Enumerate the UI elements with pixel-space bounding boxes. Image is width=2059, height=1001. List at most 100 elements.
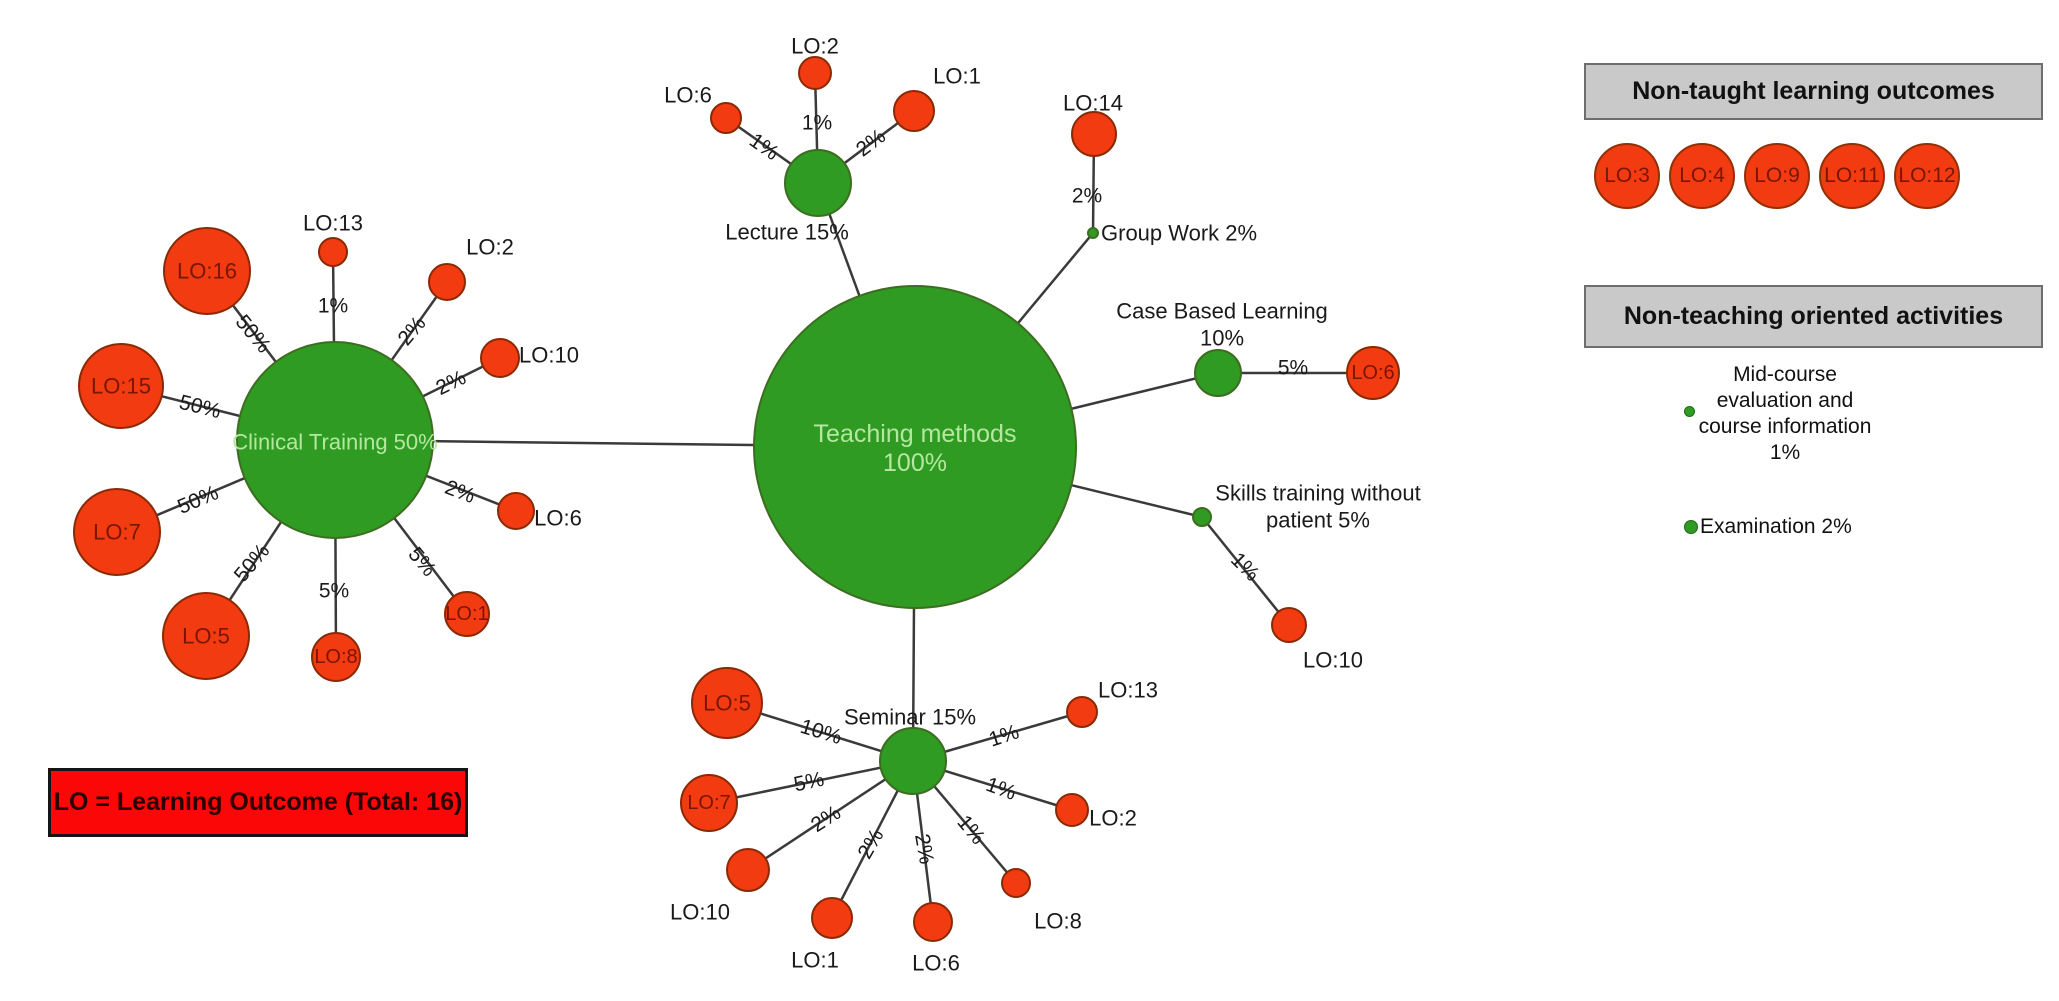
node-skills-training-lo10 xyxy=(1271,607,1307,643)
examination-dot-icon xyxy=(1684,520,1698,534)
node-teaching-methods xyxy=(753,285,1077,609)
label-clinical-training-lo15: LO:15 xyxy=(91,374,151,399)
pct-clinical-training-lo6: 2% xyxy=(442,476,479,508)
label-lecture-lo1: LO:1 xyxy=(933,64,981,89)
pct-group-work-lo14: 2% xyxy=(1072,185,1102,208)
non-taught-outcomes-row: LO:3 LO:4 LO:9 LO:11 LO:12 xyxy=(1594,143,1960,209)
label-clinical-training-lo10: LO:10 xyxy=(519,343,579,368)
label-group-work: Group Work 2% xyxy=(1101,221,1257,246)
node-clinical-training-lo16 xyxy=(163,227,251,315)
label-case-based-learning-lo6: LO:6 xyxy=(1351,362,1394,384)
node-clinical-training-lo7 xyxy=(73,488,161,576)
midcourse-line-2: evaluation and xyxy=(1716,389,1854,412)
label-seminar: Seminar 15% xyxy=(844,705,976,730)
pct-seminar-lo5: 10% xyxy=(798,715,845,749)
label-lecture-lo2: LO:2 xyxy=(791,34,839,59)
node-lecture xyxy=(784,149,852,217)
pct-seminar-lo2: 1% xyxy=(983,773,1019,805)
label-lecture: Lecture 15% xyxy=(725,220,849,245)
node-clinical-training xyxy=(236,341,434,539)
pct-case-based-learning-lo6: 5% xyxy=(1278,357,1308,380)
node-skills-training xyxy=(1192,507,1212,527)
label-clinical-training-lo6: LO:6 xyxy=(534,506,582,531)
label-group-work-lo14: LO:14 xyxy=(1063,91,1123,116)
label-skills-training-line1: Skills training without xyxy=(1215,481,1420,506)
node-seminar xyxy=(879,727,947,795)
pct-seminar-lo10: 2% xyxy=(807,801,845,837)
pct-seminar-lo1: 2% xyxy=(853,825,888,863)
pct-clinical-training-lo15: 50% xyxy=(177,391,223,423)
node-clinical-training-lo15 xyxy=(78,343,164,429)
node-group-work-lo14 xyxy=(1071,111,1117,157)
pct-clinical-training-lo1: 5% xyxy=(403,543,440,581)
midcourse-activity: Mid-course evaluation and course informa… xyxy=(1670,362,1900,466)
node-seminar-lo8 xyxy=(1001,868,1031,898)
midcourse-line-3: course information xyxy=(1698,415,1872,438)
label-teaching-methods-pct: 100% xyxy=(883,449,947,477)
examination-activity: Examination 2% xyxy=(1684,514,1852,540)
node-seminar-lo1 xyxy=(811,897,853,939)
pct-clinical-training-lo10: 2% xyxy=(432,366,469,400)
node-clinical-training-lo6 xyxy=(497,492,535,530)
node-seminar-lo5 xyxy=(691,667,763,739)
pct-clinical-training-lo8: 5% xyxy=(319,580,349,603)
pct-clinical-training-lo5: 50% xyxy=(230,540,275,587)
node-seminar-lo7 xyxy=(680,774,738,832)
label-clinical-training-lo7: LO:7 xyxy=(93,520,141,545)
node-case-based-learning xyxy=(1194,349,1242,397)
non-taught-outcome-lo11: LO:11 xyxy=(1819,143,1885,209)
label-seminar-lo5: LO:5 xyxy=(703,691,751,716)
label-clinical-training-lo5: LO:5 xyxy=(182,624,230,649)
label-seminar-lo10: LO:10 xyxy=(670,900,730,925)
label-skills-training-line2: patient 5% xyxy=(1266,508,1370,533)
node-clinical-training-lo1 xyxy=(444,591,490,637)
label-clinical-training-lo8: LO:8 xyxy=(314,646,357,668)
non-taught-outcome-lo9: LO:9 xyxy=(1744,143,1810,209)
label-seminar-lo6: LO:6 xyxy=(912,951,960,976)
midcourse-pct: 1% xyxy=(1769,441,1801,464)
pct-seminar-lo6: 2% xyxy=(910,832,938,866)
node-lecture-lo1 xyxy=(893,90,935,132)
link-skills-training-lo10 xyxy=(1201,516,1290,626)
node-group-work xyxy=(1087,227,1099,239)
pct-clinical-training-lo2: 2% xyxy=(393,312,430,350)
label-seminar-lo7: LO:7 xyxy=(687,792,730,814)
non-taught-outcome-lo3: LO:3 xyxy=(1594,143,1660,209)
label-clinical-training-lo13: LO:13 xyxy=(303,211,363,236)
label-seminar-lo8: LO:8 xyxy=(1034,909,1082,934)
node-case-based-learning-lo6 xyxy=(1346,346,1400,400)
node-lecture-lo6 xyxy=(710,102,742,134)
non-taught-outcome-lo4: LO:4 xyxy=(1669,143,1735,209)
label-seminar-lo13: LO:13 xyxy=(1098,678,1158,703)
examination-label: Examination 2% xyxy=(1700,515,1852,538)
label-case-based-learning-line2: 10% xyxy=(1200,326,1244,351)
pct-seminar-lo13: 1% xyxy=(986,720,1022,751)
node-seminar-lo10 xyxy=(726,848,770,892)
link-seminar-lo7 xyxy=(708,759,914,805)
pct-lecture-lo2: 1% xyxy=(802,112,832,135)
label-clinical-training-lo16: LO:16 xyxy=(177,259,237,284)
node-clinical-training-lo13 xyxy=(318,237,348,267)
pct-lecture-lo1: 2% xyxy=(852,125,890,162)
midcourse-line-1: Mid-course xyxy=(1733,363,1837,386)
pct-clinical-training-lo13: 1% xyxy=(318,295,348,318)
node-seminar-lo6 xyxy=(913,902,953,942)
node-seminar-lo13 xyxy=(1066,696,1098,728)
non-taught-outcome-lo12: LO:12 xyxy=(1894,143,1960,209)
label-lecture-lo6: LO:6 xyxy=(664,83,712,108)
label-seminar-lo2: LO:2 xyxy=(1089,806,1137,831)
pct-seminar-lo7: 5% xyxy=(792,768,826,797)
node-clinical-training-lo5 xyxy=(162,592,250,680)
label-skills-training-lo10: LO:10 xyxy=(1303,648,1363,673)
pct-clinical-training-lo7: 50% xyxy=(174,481,222,519)
label-case-based-learning-line1: Case Based Learning xyxy=(1116,299,1328,324)
label-seminar-lo1: LO:1 xyxy=(791,948,839,973)
label-clinical-training-lo1: LO:1 xyxy=(445,603,488,625)
node-clinical-training-lo8 xyxy=(311,632,361,682)
node-clinical-training-lo2 xyxy=(428,263,466,301)
midcourse-dot-icon xyxy=(1684,406,1695,417)
label-clinical-training-lo2: LO:2 xyxy=(466,235,514,260)
nodes-layer xyxy=(73,56,1400,942)
